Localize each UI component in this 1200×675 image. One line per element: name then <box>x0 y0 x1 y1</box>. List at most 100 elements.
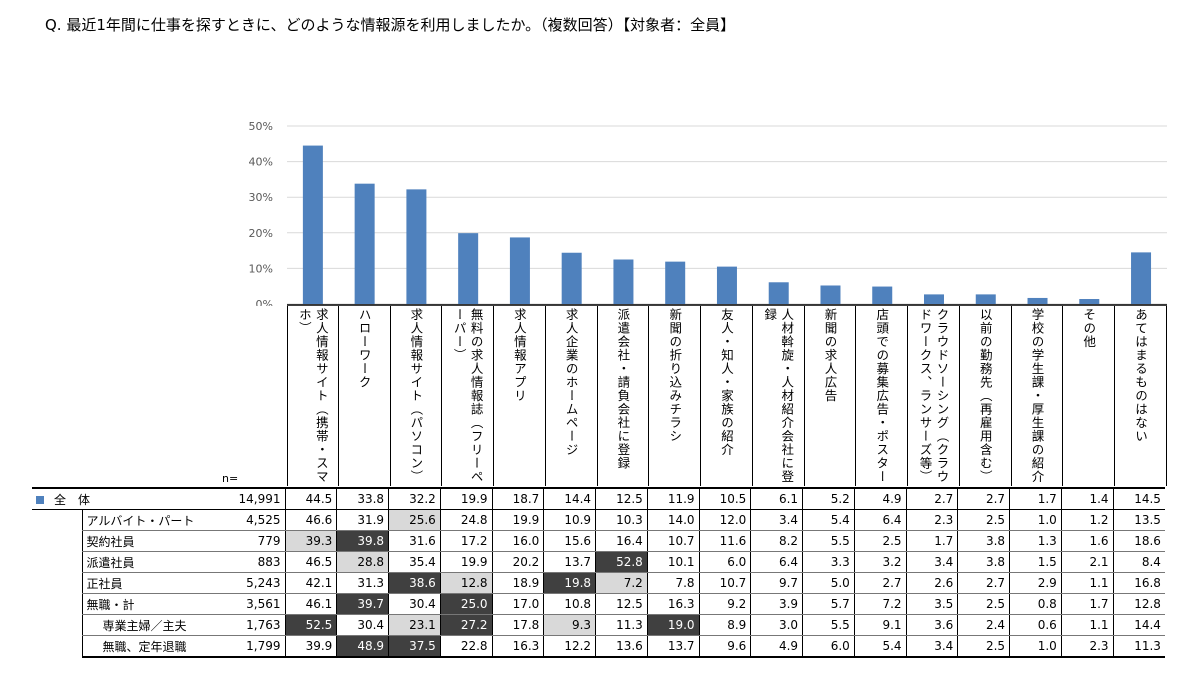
table-cell: 8.4 <box>1112 551 1165 573</box>
category-label-text: 無料の求人情報誌（フリーペーパー） <box>451 308 484 484</box>
table-cell: 3.8 <box>957 530 1010 552</box>
table-cell: 2.7 <box>957 487 1010 510</box>
table-cell: 42.1 <box>284 572 337 594</box>
table-cell: 19.9 <box>439 551 493 573</box>
table-cell: 22.8 <box>439 635 493 658</box>
row-label: 全 体 <box>54 492 91 507</box>
table-cell: 10.5 <box>698 487 751 510</box>
table-cell: 3.5 <box>905 593 958 615</box>
table-cell: 2.5 <box>853 530 907 552</box>
category-label-text: 店頭での募集広告・ポスター <box>874 308 890 484</box>
table-cell: 39.3 <box>284 530 337 552</box>
y-tick-label: 20% <box>249 227 273 240</box>
table-cell: 14.4 <box>543 487 596 510</box>
table-cell: 3.4 <box>905 551 958 573</box>
table-cell: 8.2 <box>750 530 803 552</box>
table-cell: 1.7 <box>1060 593 1114 615</box>
table-cell: 6.0 <box>802 635 855 658</box>
bar <box>872 286 893 304</box>
table-cell: 31.9 <box>336 509 389 531</box>
table-row: アルバイト・パート 4,525 46.6 31.9 25.6 24.8 19.9 10.9 10… <box>32 509 1165 531</box>
row-label: 専業主婦／主夫 <box>81 614 228 636</box>
table-cell: 19.9 <box>439 487 493 510</box>
table-cell: 11.6 <box>698 530 751 552</box>
category-label-text: 求人情報サイト（パソコン） <box>408 308 424 484</box>
category-label-text: その他 <box>1081 308 1097 349</box>
table-cell: 13.6 <box>595 635 648 658</box>
bar <box>613 259 634 304</box>
table-cell: 10.9 <box>543 509 596 531</box>
table-cell: 1.1 <box>1060 572 1114 594</box>
table-cell: 1.2 <box>1060 509 1114 531</box>
table-cell: 48.9 <box>336 635 389 658</box>
table-cell: 6.4 <box>750 551 803 573</box>
category-label: 求人企業のホームページ <box>546 306 598 486</box>
bar <box>716 266 737 304</box>
table-cell: 52.5 <box>284 614 337 636</box>
table-cell: 1.4 <box>1060 487 1114 510</box>
table-cell: 19.0 <box>646 614 700 636</box>
table-cell: 18.9 <box>491 572 544 594</box>
row-n: 3,561 <box>227 593 286 615</box>
table-cell: 3.8 <box>957 551 1010 573</box>
row-label: 無職・計 <box>81 593 228 615</box>
table-cell: 6.1 <box>750 487 803 510</box>
row-n: 14,991 <box>227 487 286 510</box>
table-cell: 0.8 <box>1009 593 1062 615</box>
category-label-text: 人材斡旋・人材紹介会社に登録 <box>762 308 795 484</box>
table-cell: 46.1 <box>284 593 337 615</box>
category-label: 店頭での募集広告・ポスター <box>856 306 909 486</box>
table-cell: 0.6 <box>1009 614 1062 636</box>
y-tick-label: 0% <box>256 298 273 306</box>
table-cell: 3.4 <box>905 635 958 658</box>
table-cell: 38.6 <box>388 572 441 594</box>
table-cell: 3.2 <box>853 551 907 573</box>
table-cell: 17.0 <box>491 593 544 615</box>
table-cell: 6.4 <box>853 509 907 531</box>
table-cell: 23.1 <box>388 614 441 636</box>
table-cell: 7.2 <box>595 572 648 594</box>
table-cell: 3.9 <box>750 593 803 615</box>
table-cell: 2.7 <box>853 572 907 594</box>
table-cell: 3.6 <box>905 614 958 636</box>
row-indent <box>32 573 82 594</box>
row-indent <box>32 594 82 615</box>
table-cell: 6.0 <box>698 551 751 573</box>
table-cell: 11.3 <box>595 614 648 636</box>
table-cell: 39.8 <box>336 530 389 552</box>
table-cell: 17.8 <box>491 614 544 636</box>
table-row: 正社員 5,243 42.1 31.3 38.6 12.8 18.9 19.8 7.2 7.8 10… <box>32 572 1165 594</box>
table-cell: 24.8 <box>439 509 493 531</box>
category-label: 新聞の折り込みチラシ <box>649 306 702 486</box>
table-cell: 5.5 <box>802 614 855 636</box>
row-indent <box>32 510 82 531</box>
table-cell: 44.5 <box>284 487 337 510</box>
category-label: 無料の求人情報誌（フリーペーパー） <box>442 306 495 486</box>
y-tick-label: 40% <box>249 156 273 169</box>
table-cell: 1.3 <box>1009 530 1062 552</box>
table-cell: 46.6 <box>284 509 337 531</box>
table-cell: 4.9 <box>853 487 907 510</box>
table-cell: 5.4 <box>853 635 907 658</box>
series-marker-icon <box>36 496 44 504</box>
bar <box>1079 299 1100 304</box>
table-cell: 12.5 <box>595 487 648 510</box>
row-label: 派遣社員 <box>81 551 228 573</box>
table-cell: 7.8 <box>646 572 700 594</box>
table-cell: 9.6 <box>698 635 751 658</box>
category-label: 友人・知人・家族の紹介 <box>701 306 753 486</box>
table-cell: 1.7 <box>1009 487 1062 510</box>
table-cell: 32.2 <box>388 487 441 510</box>
table-cell: 1.5 <box>1009 551 1062 573</box>
category-label-text: 派遣会社・請負会社に登録 <box>615 308 631 470</box>
table-cell: 12.8 <box>439 572 493 594</box>
table-cell: 2.5 <box>957 593 1010 615</box>
bar <box>302 145 323 304</box>
table-cell: 4.9 <box>750 635 803 658</box>
bar <box>924 294 944 304</box>
table-cell: 10.7 <box>646 530 700 552</box>
table-cell: 2.5 <box>957 509 1010 531</box>
table-cell: 25.6 <box>388 509 441 531</box>
bar <box>768 282 789 304</box>
bar <box>820 285 841 304</box>
